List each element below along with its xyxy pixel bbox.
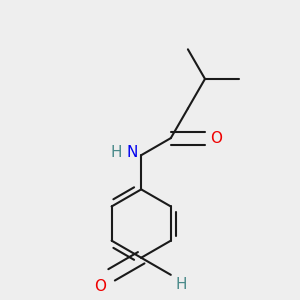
Text: O: O <box>210 130 222 146</box>
Text: N: N <box>127 145 138 160</box>
Text: H: H <box>110 145 122 160</box>
Text: H: H <box>175 277 187 292</box>
Text: O: O <box>94 279 106 294</box>
